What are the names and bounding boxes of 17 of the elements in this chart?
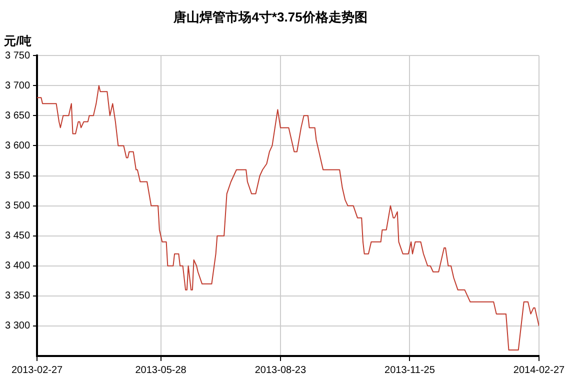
- x-tick-label: 2014-02-27: [513, 364, 566, 376]
- y-tick-label: 3 450: [4, 230, 30, 242]
- y-tick-label: 3 400: [4, 260, 30, 272]
- y-tick-label: 3 600: [4, 140, 30, 152]
- y-tick-label: 3 700: [4, 80, 30, 92]
- y-tick-label: 3 300: [4, 320, 30, 332]
- y-axis-title: 元/吨: [3, 34, 32, 48]
- x-tick-label: 2013-02-27: [11, 364, 64, 376]
- y-tick-label: 3 550: [4, 170, 30, 182]
- y-tick-label: 3 350: [4, 290, 30, 302]
- x-tick-label: 2013-08-23: [254, 364, 306, 376]
- chart-title: 唐山焊管市场4寸*3.75价格走势图: [172, 9, 368, 24]
- y-tick-label: 3 750: [4, 50, 30, 62]
- y-tick-label: 3 650: [4, 110, 30, 122]
- x-tick-label: 2013-11-25: [384, 364, 436, 376]
- y-tick-label: 3 500: [4, 200, 30, 212]
- x-tick-label: 2013-05-28: [135, 364, 187, 376]
